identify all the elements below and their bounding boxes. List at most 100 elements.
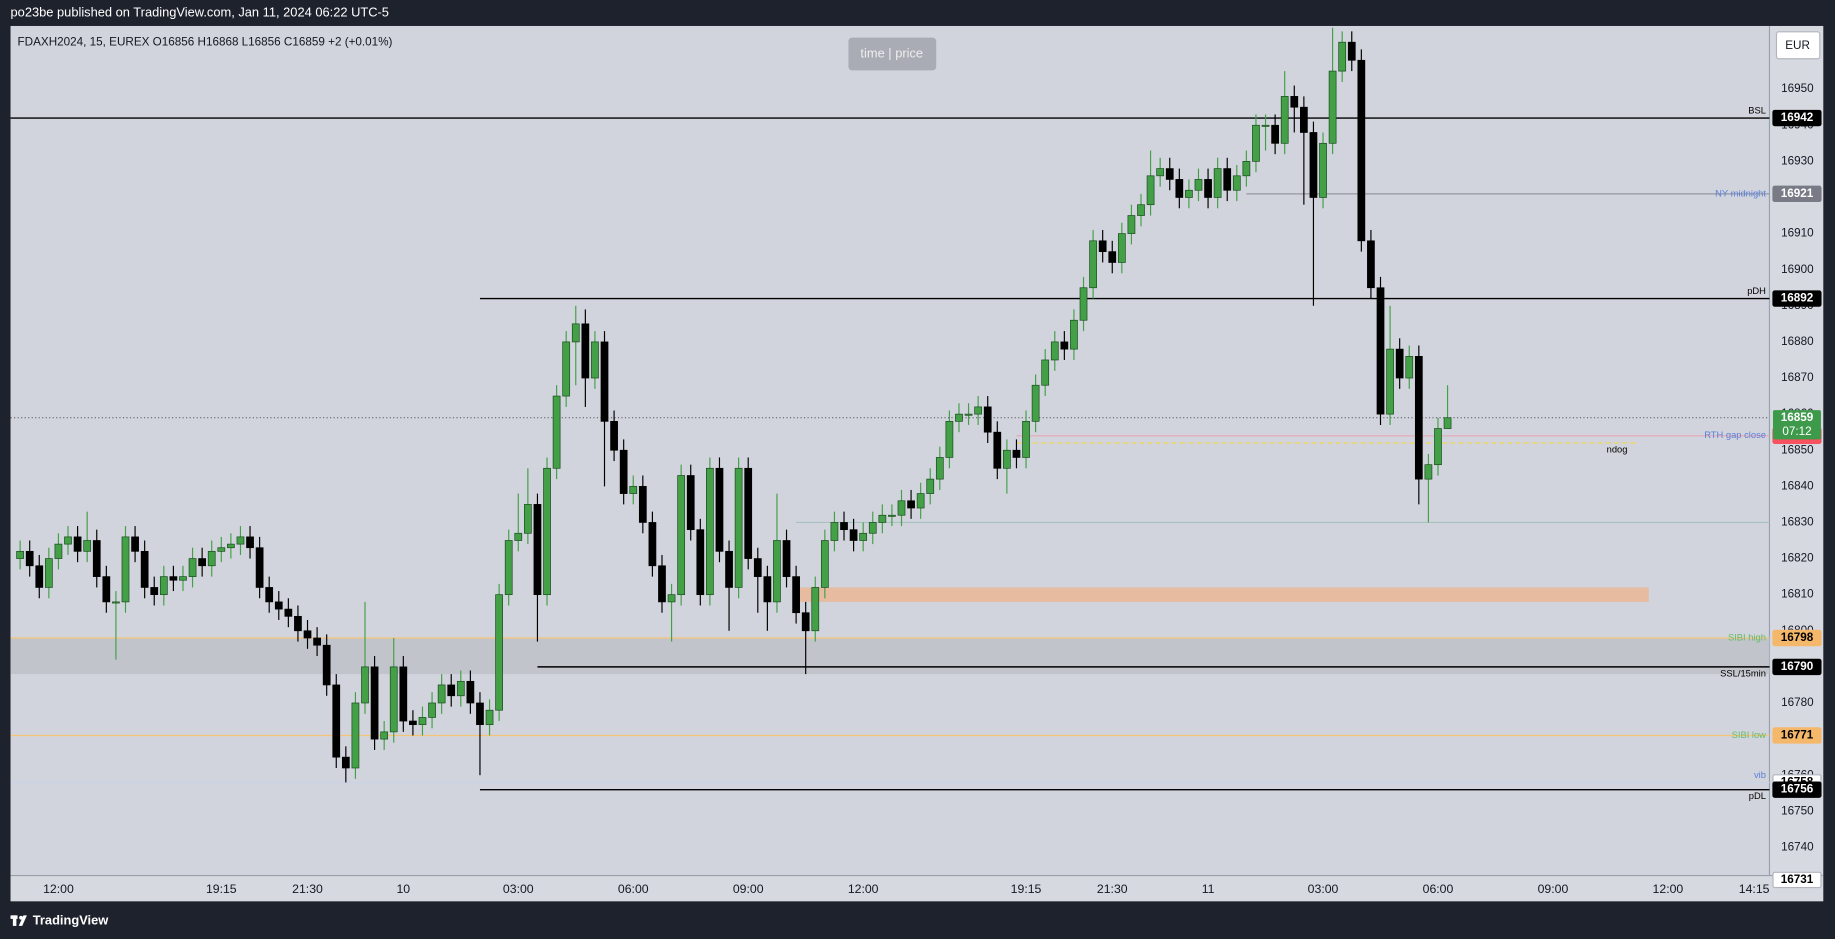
candle-body — [322, 644, 331, 686]
price-tag-label: 16892 — [1781, 292, 1814, 305]
candle-body — [380, 731, 389, 740]
candle-body — [629, 485, 638, 494]
price-tag-label: 16731 — [1781, 873, 1814, 886]
candle-body — [868, 522, 877, 534]
candle-body — [792, 576, 800, 614]
candle-body — [1098, 240, 1107, 252]
zone — [10, 637, 1770, 675]
candle-body — [25, 550, 34, 567]
price-tag — [1772, 871, 1822, 889]
candle-body — [274, 601, 283, 610]
price-tag-label: 16790 — [1781, 660, 1814, 673]
x-tick-label: 21:30 — [292, 882, 323, 896]
y-tick-label: 16750 — [1781, 804, 1814, 817]
candle-body — [35, 565, 44, 588]
header-text: po23be published on TradingView.com, Jan… — [11, 4, 389, 19]
candle-body — [313, 637, 321, 646]
candle-body — [1347, 41, 1356, 61]
currency[interactable]: EUR — [1785, 39, 1810, 52]
candle-body — [763, 576, 772, 603]
candle-body — [1089, 240, 1097, 289]
candle-body — [648, 522, 657, 567]
candle-body — [73, 536, 82, 552]
candle-body — [198, 558, 206, 567]
candle-body — [1242, 161, 1251, 177]
candle-body — [476, 702, 484, 726]
candle-body — [236, 536, 245, 545]
candle-body — [897, 500, 906, 516]
candle-body — [1204, 179, 1212, 198]
candle-body — [782, 540, 791, 577]
candle-body — [131, 536, 139, 552]
candle-body — [916, 493, 925, 509]
currency-box[interactable] — [1775, 31, 1821, 60]
candle-body — [696, 529, 705, 596]
candle-body — [1223, 168, 1232, 191]
candle-body — [303, 630, 312, 639]
candle-body — [581, 323, 590, 379]
last-price-tag — [1772, 410, 1821, 440]
candle-body — [935, 457, 944, 480]
candle-body — [495, 594, 503, 711]
candle-body — [16, 550, 24, 559]
candle-body — [1185, 189, 1193, 198]
candle-body — [667, 594, 676, 603]
price-tag — [1772, 781, 1822, 798]
candle-body — [466, 680, 475, 704]
price-tag — [1772, 658, 1822, 676]
candle-body — [849, 529, 858, 541]
price-tag-label: 16756 — [1781, 783, 1814, 796]
x-tick-label: 19:15 — [206, 882, 237, 896]
price-tag — [1772, 727, 1822, 744]
candle-body — [389, 666, 398, 733]
candle-body — [150, 587, 159, 596]
candle-body — [1309, 132, 1318, 198]
candle-body — [217, 547, 226, 552]
candle-body — [591, 341, 599, 379]
candle-body — [428, 702, 436, 718]
candle-body — [1060, 341, 1069, 350]
candle-body — [658, 565, 666, 603]
candle-body — [686, 475, 695, 531]
last-price-label: 16859 — [1781, 411, 1814, 424]
candle-body — [1041, 359, 1050, 386]
candle-body — [1175, 179, 1184, 198]
candle-body — [753, 558, 762, 577]
candle-body — [418, 717, 427, 726]
footer-text: TradingView — [33, 913, 110, 928]
y-tick-label: 16820 — [1781, 552, 1814, 565]
price-tag — [1772, 185, 1822, 203]
y-tick-label: 16810 — [1781, 588, 1814, 601]
level-label: vib — [1754, 770, 1766, 780]
y-tick-label: 16780 — [1781, 696, 1814, 709]
candle-body — [907, 500, 915, 509]
x-tick-label: 09:00 — [1538, 882, 1569, 896]
candle-body — [227, 543, 235, 549]
candle-body — [830, 522, 839, 541]
candle-body — [1290, 96, 1299, 108]
candle-body — [1031, 384, 1040, 422]
time-axis — [10, 875, 1824, 902]
candle-body — [744, 467, 753, 559]
candle-body — [1156, 168, 1165, 177]
candle-body — [1108, 251, 1117, 263]
candle-body — [1300, 106, 1308, 133]
y-tick-label: 16830 — [1781, 516, 1814, 529]
candle-body — [456, 680, 465, 697]
candle-body — [820, 540, 829, 588]
level-label: SIBI low — [1732, 730, 1767, 740]
candle-body — [514, 532, 523, 541]
candle-body — [571, 323, 580, 343]
candle-body — [1414, 356, 1423, 480]
candle-body — [801, 612, 810, 632]
candle-body — [1022, 420, 1030, 458]
candle-body — [504, 540, 513, 596]
price-tag-label: 16771 — [1781, 729, 1814, 742]
candle-body — [1271, 124, 1279, 144]
candle-body — [351, 702, 360, 769]
candle-body — [341, 756, 350, 769]
candle-body — [974, 406, 982, 415]
y-tick-label: 16850 — [1781, 443, 1814, 456]
